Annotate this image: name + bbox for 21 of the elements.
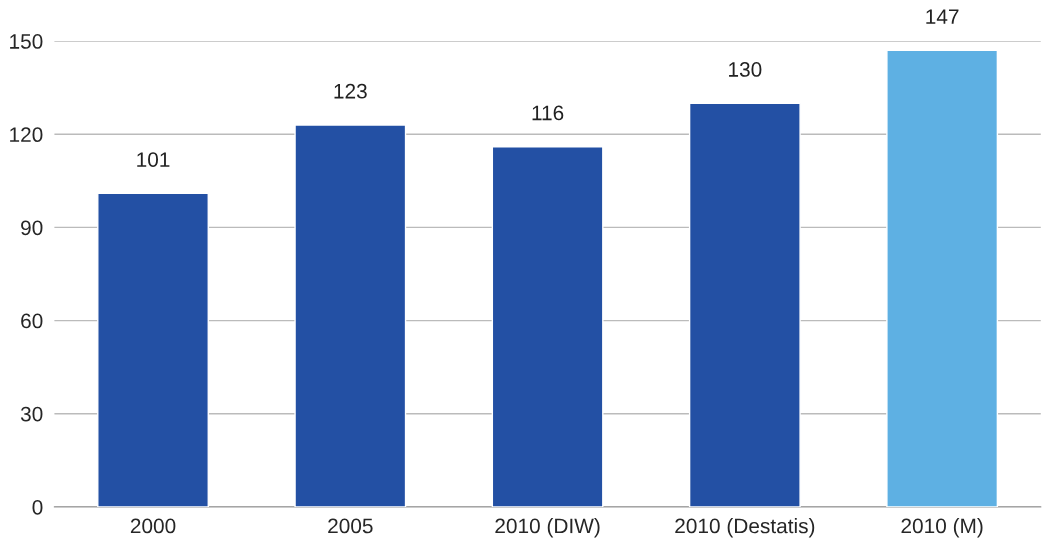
- x-tick-label: 2005: [328, 518, 373, 534]
- x-tick-label: 2010 (Destatis): [675, 518, 815, 538]
- bar: [294, 124, 407, 507]
- x-tick-label: 2010 (M): [901, 518, 983, 538]
- bar: [886, 49, 999, 507]
- y-tick-label: 30: [20, 406, 43, 422]
- data-label: 116: [532, 105, 564, 121]
- bar: [491, 145, 604, 507]
- data-label: 147: [926, 9, 959, 24]
- y-tick-label: 60: [21, 313, 43, 329]
- y-tick-label: 0: [32, 499, 43, 515]
- x-tick-label: 2000: [130, 518, 176, 534]
- data-label: 101: [137, 152, 170, 167]
- bar: [688, 102, 801, 507]
- data-label: 123: [334, 83, 367, 99]
- y-tick-label: 90: [21, 220, 43, 236]
- y-tick-label: 120: [10, 127, 43, 143]
- y-tick-label: 150: [10, 34, 43, 49]
- data-label: 130: [729, 62, 762, 77]
- bar: [97, 192, 209, 507]
- x-tick-label: 2010 (DIW): [495, 518, 600, 538]
